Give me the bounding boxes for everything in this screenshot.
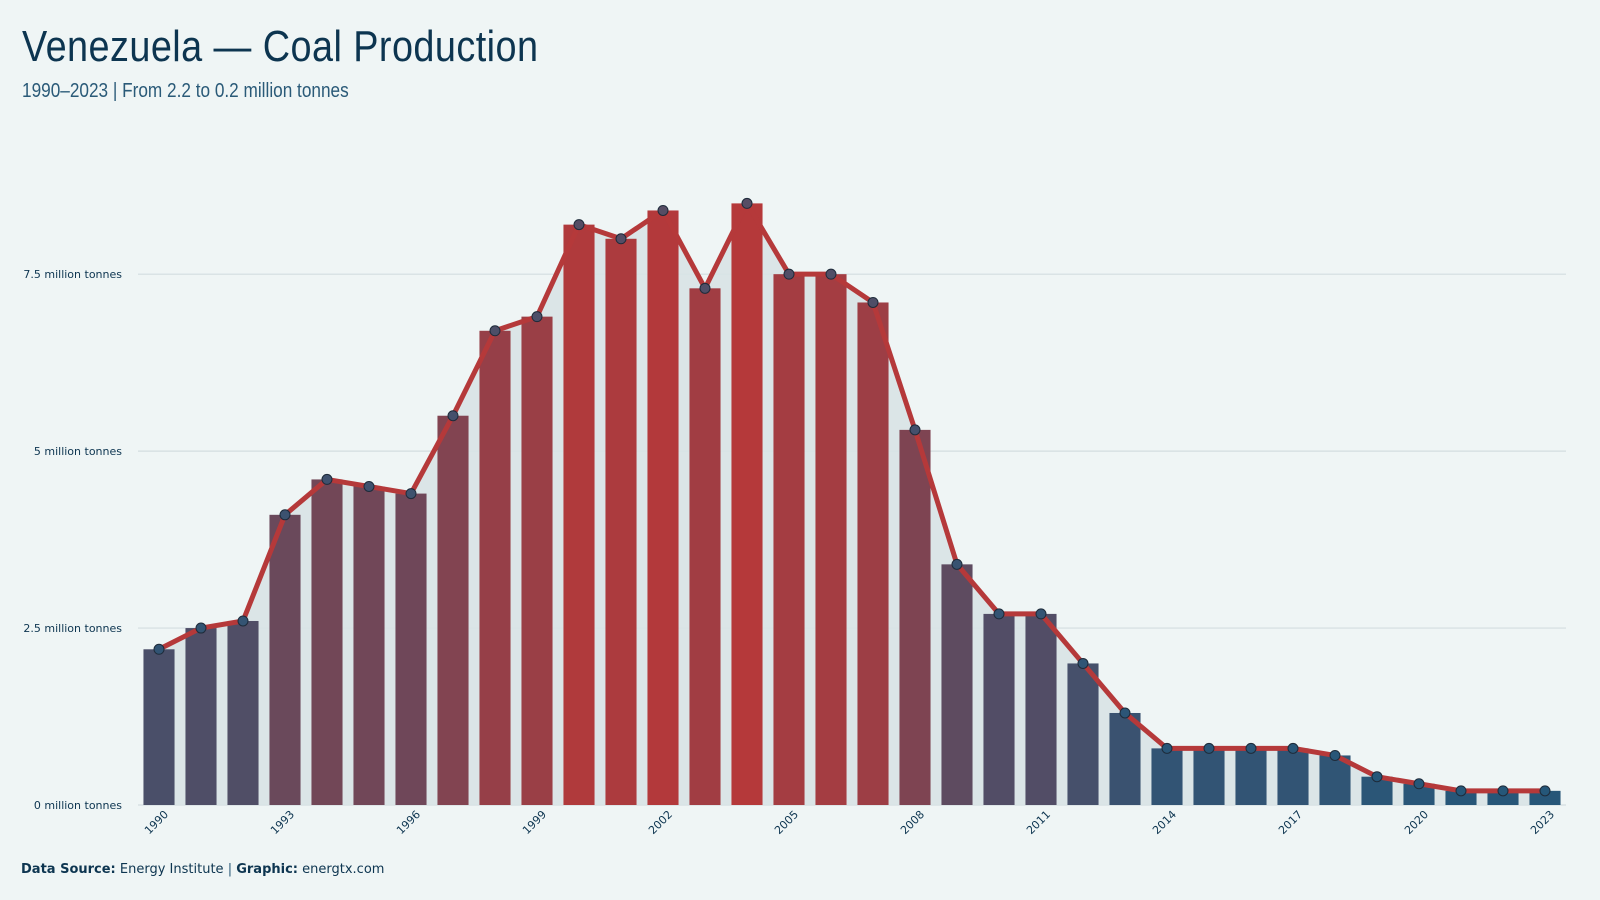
point-1999 [531, 311, 543, 323]
x-tick-label: 2017 [1276, 808, 1305, 837]
bar-1992 [227, 620, 259, 805]
x-tick-label: 2008 [898, 808, 927, 837]
source-label: Data Source: [21, 862, 116, 877]
bar-1997 [437, 415, 469, 805]
point-2012 [1077, 657, 1089, 669]
bar-2009 [941, 564, 973, 805]
point-2021 [1455, 785, 1467, 797]
bar-2007 [857, 302, 889, 805]
point-2004 [741, 197, 753, 209]
bar-1999 [521, 316, 553, 805]
point-1992 [237, 615, 249, 627]
point-2020 [1413, 778, 1425, 790]
x-tick-label: 2020 [1402, 808, 1431, 837]
point-1998 [489, 325, 501, 337]
bars [143, 203, 1561, 806]
bar-2023 [1529, 790, 1561, 805]
x-tick-label: 1999 [520, 808, 549, 837]
y-tick-label: 0 million tonnes [34, 799, 122, 812]
point-2006 [825, 268, 837, 280]
bar-2011 [1025, 613, 1057, 805]
x-tick-label: 2005 [772, 808, 801, 837]
point-1995 [363, 481, 375, 492]
point-2018 [1329, 749, 1341, 761]
point-2000 [573, 219, 585, 231]
x-axis-tick-labels: 1990 1993 1996 1999 2002 2005 2008 2011 2014 2017… [142, 808, 1557, 837]
x-tick-label: 2002 [646, 808, 675, 837]
point-2011 [1035, 608, 1047, 620]
x-tick-label: 1996 [394, 808, 423, 837]
x-tick-label: 2011 [1024, 808, 1053, 837]
bar-2016 [1235, 748, 1267, 805]
graphic-value: energtx.com [302, 862, 385, 877]
bar-1993 [269, 514, 301, 805]
point-2013 [1119, 707, 1131, 719]
bar-1998 [479, 330, 511, 805]
point-2007 [867, 296, 879, 308]
source-value: Energy Institute [119, 862, 224, 877]
production-line [156, 200, 1548, 794]
point-2019 [1371, 771, 1383, 783]
bar-2018 [1319, 755, 1351, 805]
y-tick-label: 7.5 million tonnes [23, 268, 122, 281]
bar-2010 [983, 613, 1015, 805]
y-axis-tick-labels: 0 million tonnes 2.5 million tonnes 5 mill… [23, 268, 122, 812]
point-2008 [909, 424, 921, 436]
point-1993 [279, 509, 291, 521]
footer-separator: | [227, 862, 233, 877]
bar-2017 [1277, 748, 1309, 805]
trend-line [156, 200, 1548, 794]
bar-2008 [899, 429, 931, 805]
bar-2020 [1403, 783, 1435, 805]
point-2014 [1161, 742, 1173, 754]
point-1997 [447, 410, 459, 422]
point-1990 [153, 643, 165, 655]
point-2010 [993, 608, 1005, 620]
chart-subtitle: 1990–2023 | From 2.2 to 0.2 million tonn… [22, 80, 349, 102]
bar-2012 [1067, 663, 1099, 805]
bar-2003 [689, 288, 721, 805]
point-2003 [699, 282, 711, 294]
bar-2006 [815, 274, 847, 806]
bar-1990 [143, 649, 175, 805]
y-tick-label: 5 million tonnes [34, 445, 122, 458]
point-2022 [1497, 785, 1509, 797]
bar-1996 [395, 493, 427, 805]
point-2016 [1245, 742, 1257, 754]
point-2002 [657, 204, 669, 216]
x-tick-label: 1990 [142, 808, 171, 837]
point-2015 [1203, 742, 1215, 754]
bar-1995 [353, 486, 385, 805]
bar-2000 [563, 224, 595, 806]
point-2017 [1287, 742, 1299, 754]
bar-2004 [731, 203, 763, 805]
x-tick-label: 2023 [1528, 808, 1557, 837]
bar-2021 [1445, 790, 1477, 805]
bar-1991 [185, 628, 217, 805]
point-2005 [783, 268, 795, 280]
bar-2022 [1487, 790, 1519, 805]
y-tick-label: 2.5 million tonnes [23, 622, 122, 635]
footer-credits: Data Source: Energy Institute | Graphic:… [21, 862, 384, 877]
graphic-label: Graphic: [236, 862, 298, 877]
point-2001 [615, 233, 627, 245]
point-1994 [321, 473, 333, 485]
bar-2002 [647, 210, 679, 805]
bar-2001 [605, 238, 637, 805]
bar-2014 [1151, 748, 1183, 805]
point-1991 [195, 622, 207, 634]
x-tick-label: 2014 [1150, 808, 1179, 837]
x-tick-label: 1993 [268, 808, 297, 837]
bar-2013 [1109, 712, 1141, 805]
bar-2005 [773, 274, 805, 806]
point-2009 [951, 558, 963, 570]
point-1996 [405, 488, 417, 500]
data-points [153, 197, 1551, 797]
chart-title: Venezuela — Coal Production [22, 22, 539, 71]
bar-1994 [311, 479, 343, 805]
bar-2015 [1193, 748, 1225, 805]
point-2023 [1539, 785, 1551, 797]
